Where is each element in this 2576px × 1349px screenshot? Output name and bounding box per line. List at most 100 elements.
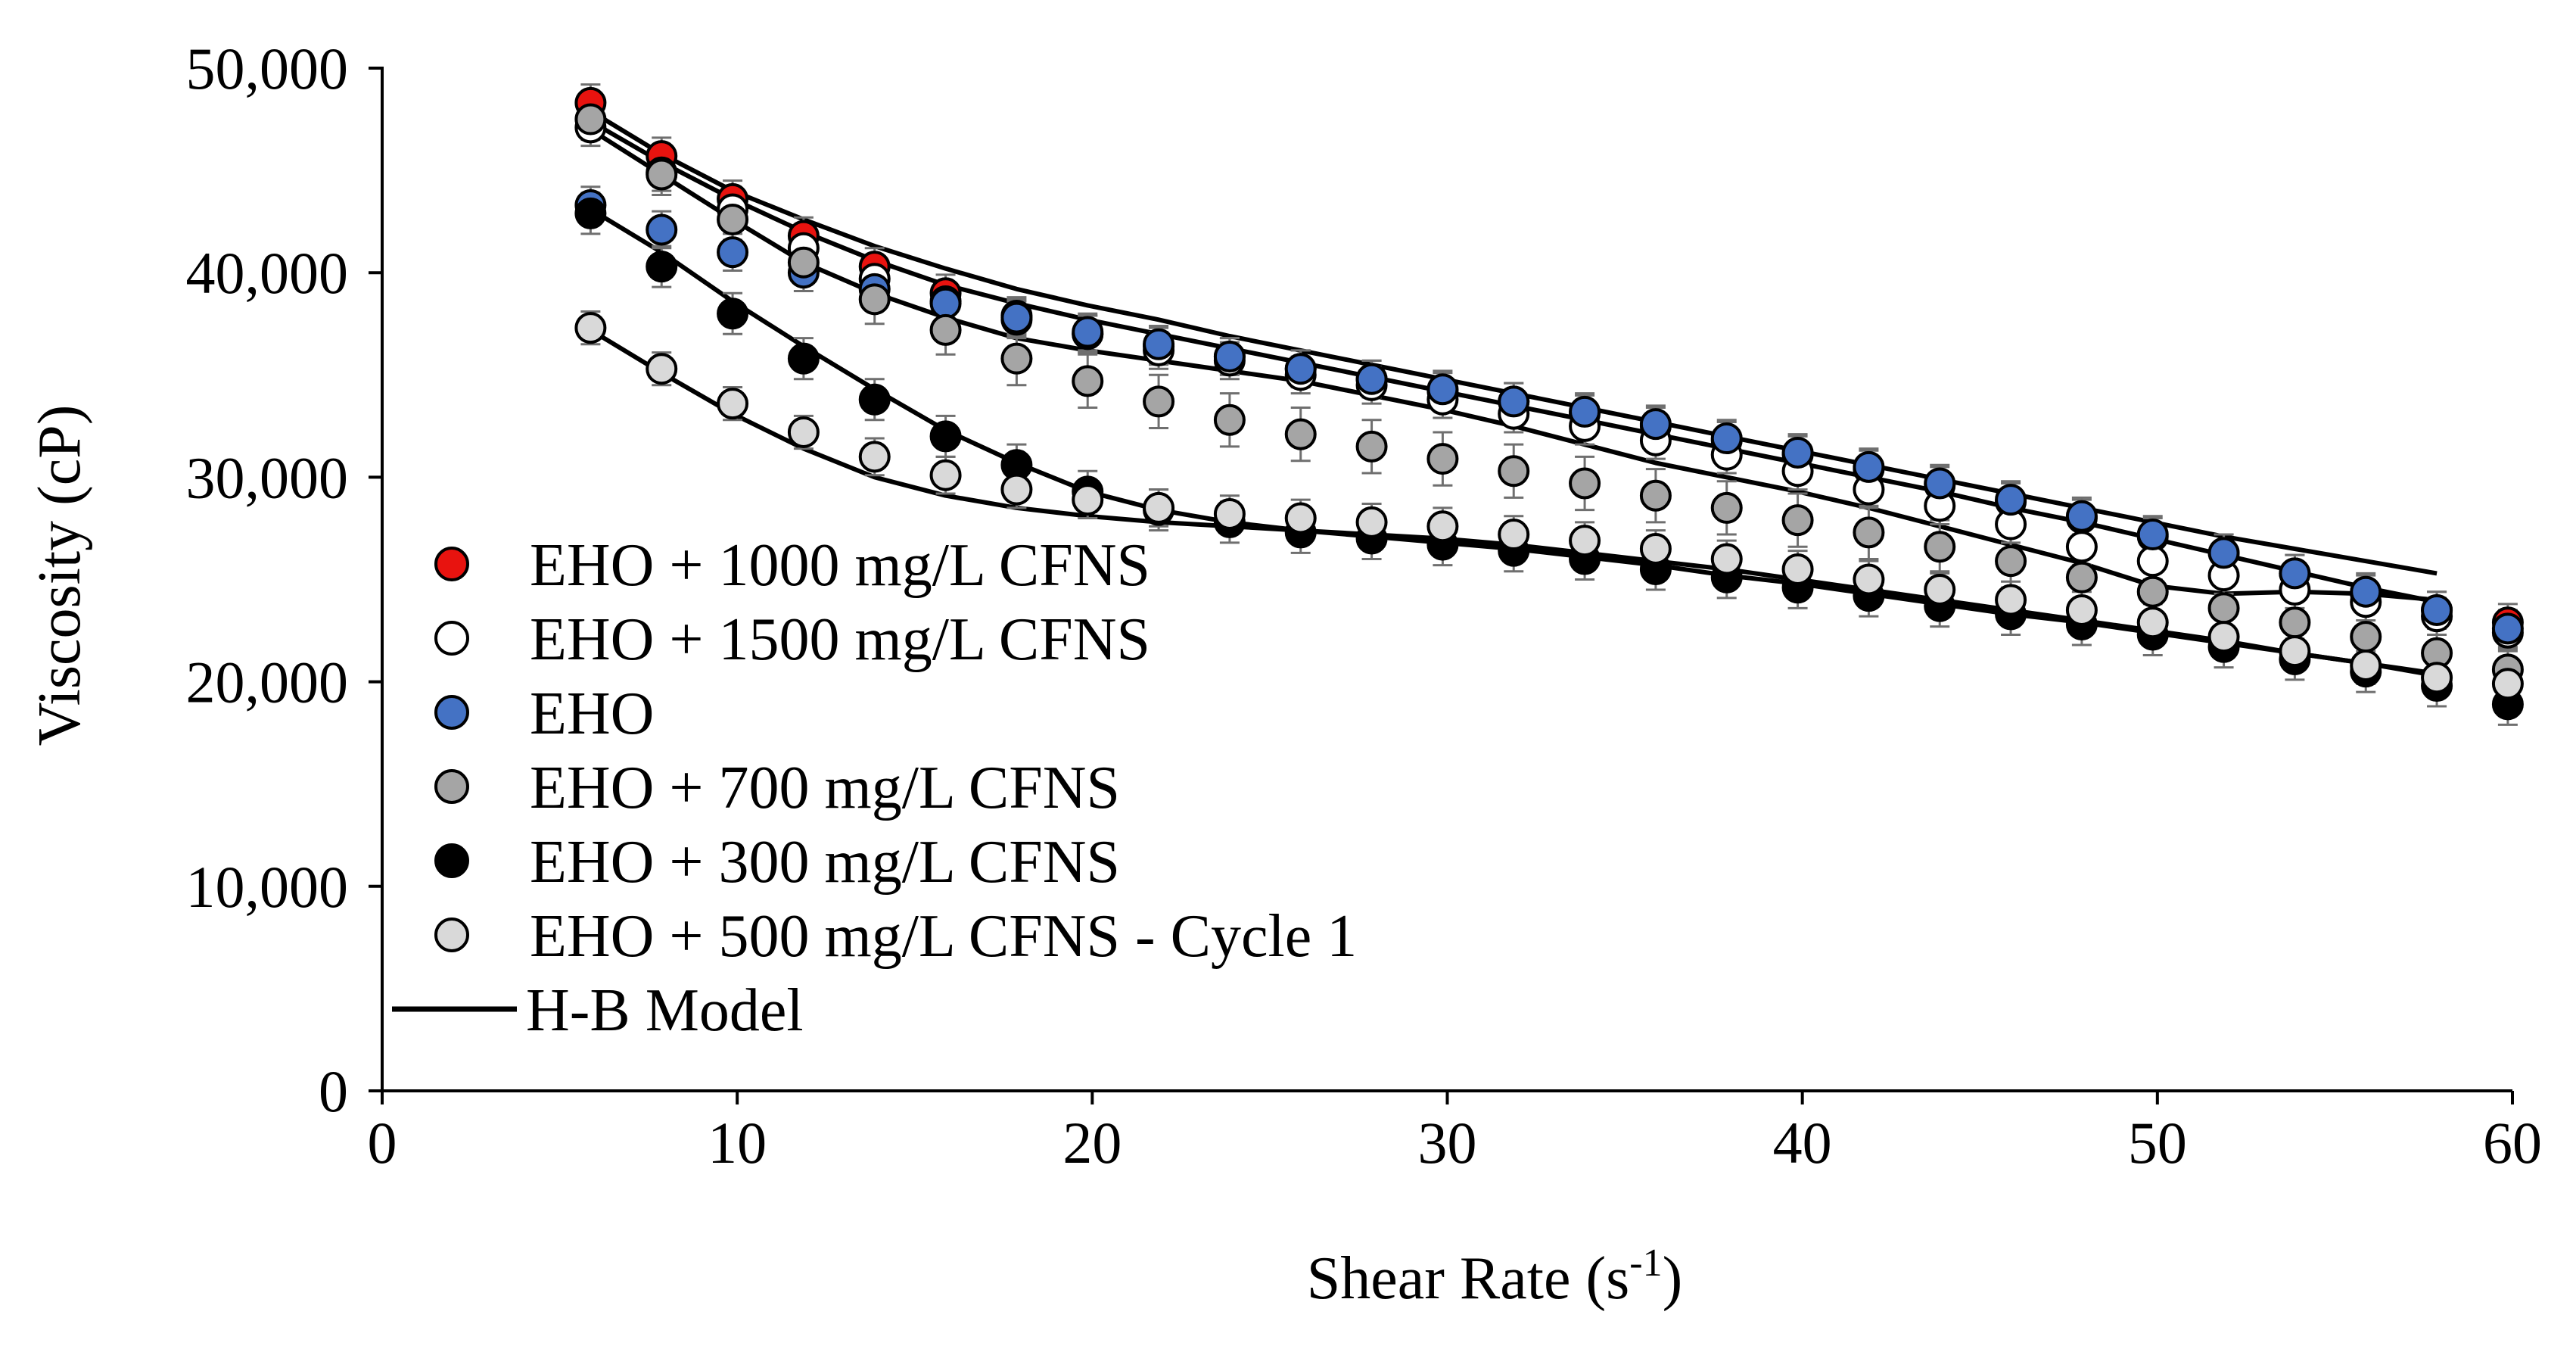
- data-point: [1924, 467, 1956, 500]
- data-point: [646, 251, 678, 283]
- data-point: [2350, 575, 2382, 608]
- data-point: [1995, 545, 2027, 578]
- data-point: [2207, 592, 2240, 625]
- data-point: [1284, 353, 1317, 385]
- data-point: [1569, 395, 1601, 428]
- data-point: [2136, 606, 2169, 639]
- data-point: [1639, 479, 1672, 512]
- data-point: [2421, 662, 2453, 694]
- data-point: [2421, 594, 2453, 627]
- data-point: [787, 246, 820, 279]
- data-point: [1498, 455, 1530, 488]
- data-point: [929, 420, 962, 453]
- data-point: [1143, 385, 1175, 418]
- data-point: [717, 236, 749, 269]
- data-point: [1213, 403, 1246, 436]
- data-point: [1000, 301, 1033, 334]
- legend-marker: [434, 547, 469, 581]
- data-point: [2207, 621, 2240, 653]
- x-tick-label: 50: [2128, 1110, 2187, 1176]
- data-point: [2279, 635, 2311, 668]
- hb-model-curve: [589, 109, 2438, 576]
- data-point: [2350, 649, 2382, 681]
- data-point: [1213, 340, 1246, 372]
- ticks: 0 10 20 30 40 50 60 0 10,000 20,000 30,000 40,000 50…: [186, 36, 2543, 1176]
- data-point: [717, 203, 749, 235]
- x-tick-label: 10: [708, 1110, 767, 1176]
- data-point: [1072, 365, 1104, 397]
- data-point: [2136, 519, 2169, 551]
- data-point: [787, 416, 820, 448]
- series-markers: [574, 189, 2524, 645]
- data-point: [1355, 506, 1388, 538]
- data-point: [2065, 561, 2098, 593]
- data-point: [929, 459, 962, 491]
- data-point: [1000, 342, 1033, 375]
- legend-label: EHO + 700 mg/L CFNS: [530, 755, 1120, 821]
- data-point: [858, 283, 891, 316]
- x-tick-label: 60: [2483, 1110, 2542, 1176]
- markers: [574, 86, 2524, 721]
- legend-marker: [434, 621, 469, 656]
- data-point: [2065, 500, 2098, 532]
- data-point: [646, 213, 678, 246]
- data-point: [1853, 516, 1885, 549]
- data-point: [1072, 484, 1104, 516]
- data-point: [1426, 443, 1459, 475]
- legend: EHO + 1000 mg/L CFNS EHO + 1500 mg/L CFNS…: [392, 532, 1357, 1044]
- x-tick-label: 30: [1418, 1110, 1477, 1176]
- legend-label: EHO + 1000 mg/L CFNS: [530, 532, 1150, 599]
- data-point: [646, 353, 678, 385]
- data-point: [929, 287, 962, 319]
- x-axis-title-superscript: -1: [1629, 1242, 1662, 1285]
- data-point: [717, 298, 749, 330]
- data-point: [2279, 606, 2311, 639]
- data-point: [1569, 525, 1601, 557]
- data-point: [2279, 557, 2311, 590]
- data-point: [574, 103, 607, 136]
- x-axis-title-tail: ): [1663, 1245, 1683, 1312]
- data-point: [574, 197, 607, 229]
- data-point: [1426, 510, 1459, 543]
- data-point: [1569, 467, 1601, 500]
- data-point: [929, 313, 962, 346]
- legend-marker: [434, 695, 469, 730]
- x-tick-label: 0: [368, 1110, 397, 1176]
- y-tick-label: 0: [319, 1058, 348, 1124]
- data-point: [858, 441, 891, 473]
- data-point: [1498, 385, 1530, 418]
- data-point: [1710, 422, 1743, 455]
- data-point: [2065, 531, 2098, 563]
- data-point: [1710, 491, 1743, 524]
- legend-marker: [434, 843, 469, 878]
- y-tick-label: 10,000: [186, 854, 349, 920]
- data-point: [1853, 450, 1885, 483]
- data-point: [1781, 436, 1814, 469]
- data-point: [717, 388, 749, 420]
- data-point: [1781, 553, 1814, 585]
- series-markers: [574, 103, 2524, 686]
- data-point: [1426, 373, 1459, 406]
- data-point: [1498, 519, 1530, 551]
- data-point: [2136, 575, 2169, 608]
- legend-marker: [434, 769, 469, 804]
- y-tick-label: 50,000: [186, 36, 349, 101]
- data-point: [2491, 612, 2524, 645]
- data-point: [2350, 621, 2382, 653]
- data-point: [1355, 363, 1388, 395]
- data-point: [1924, 574, 1956, 606]
- x-axis-title-main: Shear Rate (s: [1307, 1245, 1630, 1312]
- data-point: [2207, 537, 2240, 569]
- data-point: [1284, 502, 1317, 534]
- data-point: [1924, 531, 1956, 563]
- data-point: [1213, 498, 1246, 531]
- data-point: [646, 158, 678, 191]
- data-point: [1995, 484, 2027, 516]
- data-point: [2491, 668, 2524, 700]
- series-markers: [574, 312, 2524, 700]
- x-tick-label: 40: [1773, 1110, 1832, 1176]
- data-point: [574, 312, 607, 344]
- legend-label: EHO + 300 mg/L CFNS: [530, 829, 1120, 896]
- x-tick-label: 20: [1062, 1110, 1122, 1176]
